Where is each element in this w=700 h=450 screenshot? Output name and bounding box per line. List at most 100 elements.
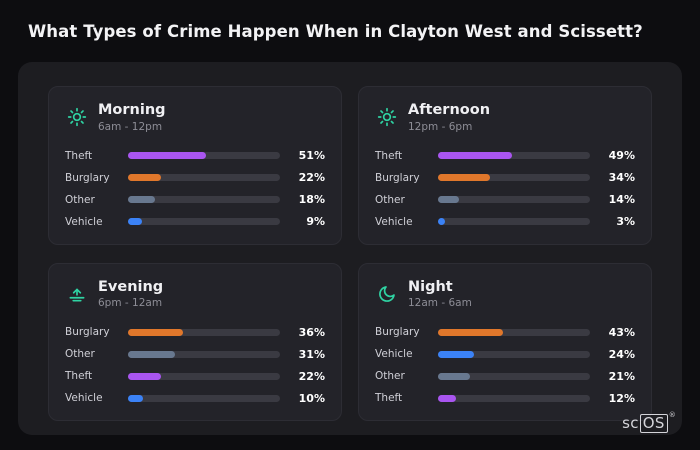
- card-title: Evening: [98, 278, 164, 295]
- bar-track: [128, 350, 280, 358]
- crime-percent: 12%: [608, 391, 635, 405]
- crime-row-vehicle: Vehicle 3%: [375, 211, 635, 233]
- crime-label: Theft: [375, 392, 403, 405]
- crime-row-other: Other 18%: [65, 189, 325, 211]
- dashboard-panel: Morning 6am - 12pm Theft 51% Burglary 22% Othe…: [18, 62, 682, 435]
- bar-track: [438, 152, 590, 160]
- card-titles: Night 12am - 6am: [408, 279, 472, 310]
- bar-track: [438, 218, 590, 226]
- time-card-night: Night 12am - 6am Burglary 43% Vehicle 24% Othe…: [358, 262, 652, 422]
- registered-mark: ®: [668, 410, 676, 419]
- page-title: What Types of Crime Happen When in Clayt…: [28, 22, 643, 41]
- crime-row-other: Other 14%: [375, 189, 635, 211]
- card-title: Morning: [98, 102, 166, 118]
- crime-row-other: Other 21%: [375, 365, 635, 387]
- crime-label: Vehicle: [375, 215, 413, 228]
- crime-label: Theft: [375, 149, 403, 162]
- crime-percent: 49%: [608, 149, 635, 163]
- bar-track: [438, 394, 590, 402]
- card-titles: Morning 6am - 12pm: [98, 102, 166, 133]
- crime-percent: 43%: [608, 325, 635, 339]
- crime-label: Vehicle: [65, 215, 103, 228]
- bar-fill: [128, 394, 144, 402]
- logo-text-prefix: sc: [622, 413, 639, 432]
- sunset-icon: [67, 284, 87, 304]
- crime-row-burglary: Burglary 22%: [65, 167, 325, 189]
- bar-fill: [438, 328, 504, 336]
- bar-track: [128, 328, 280, 336]
- crime-label: Other: [375, 370, 405, 383]
- bar-track: [438, 174, 590, 182]
- crime-label: Burglary: [375, 171, 420, 184]
- bar-track: [438, 328, 590, 336]
- card-header: Morning 6am - 12pm: [67, 102, 325, 133]
- bar-rows: Burglary 43% Vehicle 24% Other 21% Theft 12%: [375, 321, 635, 409]
- bar-fill: [438, 174, 490, 182]
- bar-track: [128, 196, 280, 204]
- crime-percent: 36%: [298, 325, 325, 339]
- card-subtitle: 6pm - 12am: [98, 297, 163, 310]
- crime-row-vehicle: Vehicle 9%: [65, 211, 325, 233]
- bar-fill: [438, 218, 445, 226]
- crime-row-theft: Theft 51%: [65, 145, 325, 167]
- bar-rows: Theft 51% Burglary 22% Other 18% Vehicle 9%: [65, 145, 325, 233]
- bar-track: [438, 196, 590, 204]
- crime-label: Other: [65, 193, 95, 206]
- bar-fill: [128, 174, 162, 182]
- bar-track: [128, 218, 280, 226]
- card-title: Afternoon: [408, 102, 491, 118]
- time-card-afternoon: Afternoon 12pm - 6pm Theft 49% Burglary 34% Ot…: [358, 86, 652, 245]
- crime-percent: 34%: [608, 171, 635, 185]
- crime-percent: 9%: [306, 215, 325, 229]
- crime-label: Other: [375, 193, 405, 206]
- crime-label: Other: [65, 348, 95, 361]
- bar-fill: [128, 196, 156, 204]
- moon-icon: [377, 284, 397, 304]
- crime-percent: 31%: [298, 347, 325, 361]
- card-titles: Afternoon 12pm - 6pm: [408, 102, 490, 133]
- crime-percent: 21%: [608, 369, 635, 383]
- crime-row-other: Other 31%: [65, 343, 325, 365]
- card-subtitle: 12pm - 6pm: [408, 120, 473, 133]
- bar-fill: [128, 328, 183, 336]
- card-header: Evening 6pm - 12am: [67, 279, 325, 310]
- bar-track: [128, 174, 280, 182]
- bar-track: [438, 372, 590, 380]
- crime-percent: 24%: [608, 347, 635, 361]
- bar-track: [128, 152, 280, 160]
- bar-track: [438, 350, 590, 358]
- card-subtitle: 6am - 12pm: [98, 120, 163, 133]
- crime-row-vehicle: Vehicle 10%: [65, 387, 325, 409]
- crime-row-theft: Theft 22%: [65, 365, 325, 387]
- bar-track: [128, 394, 280, 402]
- bar-fill: [128, 152, 206, 160]
- bar-rows: Theft 49% Burglary 34% Other 14% Vehicle 3%: [375, 145, 635, 233]
- bar-fill: [128, 372, 162, 380]
- bar-track: [128, 372, 280, 380]
- crime-row-burglary: Burglary 36%: [65, 321, 325, 343]
- card-header: Afternoon 12pm - 6pm: [377, 102, 635, 133]
- crime-percent: 22%: [298, 369, 325, 383]
- crime-row-theft: Theft 12%: [375, 387, 635, 409]
- crime-percent: 3%: [616, 215, 635, 229]
- crime-percent: 51%: [298, 149, 325, 163]
- bar-fill: [438, 196, 460, 204]
- card-titles: Evening 6pm - 12am: [98, 279, 163, 310]
- bar-fill: [438, 372, 470, 380]
- sun-icon: [67, 107, 87, 127]
- bar-fill: [128, 350, 176, 358]
- card-header: Night 12am - 6am: [377, 279, 635, 310]
- crime-row-theft: Theft 49%: [375, 145, 635, 167]
- time-card-morning: Morning 6am - 12pm Theft 51% Burglary 22% Othe…: [48, 86, 342, 245]
- logo-text-boxed: OS: [639, 413, 668, 433]
- crime-label: Vehicle: [375, 348, 413, 361]
- bar-fill: [438, 152, 513, 160]
- bar-fill: [438, 350, 475, 358]
- crime-row-burglary: Burglary 43%: [375, 321, 635, 343]
- crime-percent: 22%: [298, 171, 325, 185]
- crime-label: Burglary: [65, 171, 110, 184]
- sun-icon: [377, 107, 397, 127]
- crime-label: Theft: [65, 149, 93, 162]
- crime-label: Theft: [65, 370, 93, 383]
